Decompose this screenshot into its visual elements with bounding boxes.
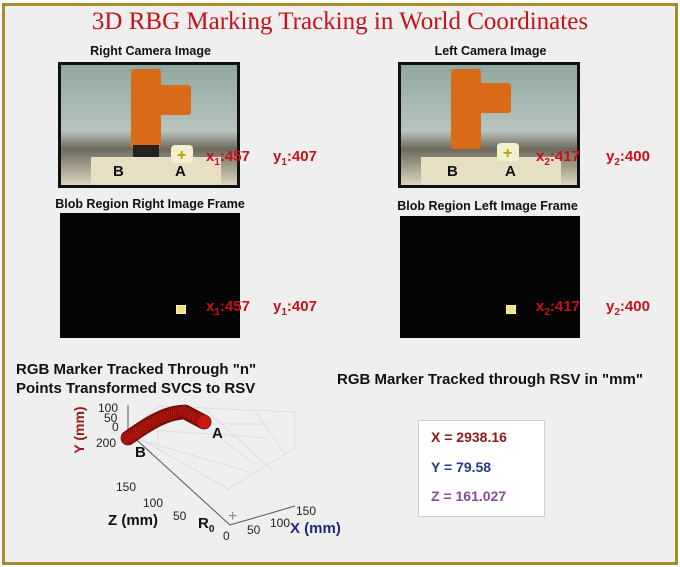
crosshair-icon: + [177, 147, 187, 164]
result-values-box: X = 2938.16 Y = 79.58 Z = 161.027 [418, 420, 545, 517]
x-value: X = 2938.16 [431, 429, 507, 445]
label-a: A [175, 163, 186, 180]
label-b: B [113, 163, 124, 180]
z-axis-label: Z (mm) [108, 512, 158, 529]
x-tick: 150 [296, 504, 316, 518]
crosshair-icon: + [503, 145, 513, 162]
left-camera-y-coord: y2:400 [606, 148, 650, 168]
result-heading: RGB Marker Tracked through RSV in "mm" [337, 371, 643, 388]
left-blob-y-coord: y2:400 [606, 298, 650, 318]
point-a-label: A [212, 425, 223, 442]
blob-marker [176, 305, 186, 314]
right-blob-caption: Blob Region Right Image Frame [55, 197, 245, 211]
label-b: B [447, 163, 458, 180]
trajectory-point [196, 414, 212, 430]
point-b-label: B [135, 444, 146, 461]
trajectory-3d-plot: Y (mm) 100 50 0 200 150 100 50 0 50 100 … [71, 401, 341, 543]
right-camera-x-coord: x1:457 [206, 148, 250, 168]
page-title: 3D RBG Marking Tracking in World Coordin… [91, 8, 589, 35]
plot-heading-line1: RGB Marker Tracked Through "n" [16, 361, 257, 378]
left-camera-image: + B A [398, 62, 580, 188]
y-value: Y = 79.58 [431, 459, 492, 475]
z-tick: 150 [116, 480, 136, 494]
y-tick: 50 [104, 411, 118, 425]
plot-heading-line2: Points Transformed SVCS to RSV [16, 380, 256, 397]
z-tick: 200 [96, 436, 116, 450]
x-tick: 0 [223, 529, 230, 543]
x-tick: 100 [270, 516, 290, 530]
origin-label: R0 [198, 515, 215, 535]
blob-marker [506, 305, 516, 314]
left-blob-image [400, 216, 580, 338]
left-blob-caption: Blob Region Left Image Frame [397, 199, 578, 213]
y-tick: 100 [98, 401, 118, 415]
right-camera-y-coord: y1:407 [273, 148, 317, 168]
right-blob-x-coord: x1:457 [206, 298, 250, 318]
right-camera-image: + B A [58, 62, 240, 188]
y-tick: 0 [112, 420, 119, 434]
right-blob-y-coord: y1:407 [273, 298, 317, 318]
right-camera-caption: Right Camera Image [90, 44, 211, 58]
left-blob-x-coord: x2:417 [536, 298, 580, 318]
z-tick: 100 [143, 496, 163, 510]
z-tick: 50 [173, 509, 187, 523]
y-axis-label: Y (mm) [71, 406, 87, 453]
left-camera-x-coord: x2:417 [536, 148, 580, 168]
x-axis-label: X (mm) [290, 520, 341, 537]
left-camera-caption: Left Camera Image [434, 44, 547, 58]
origin-marker-icon: + [228, 508, 237, 525]
z-value: Z = 161.027 [431, 488, 507, 504]
x-tick: 50 [247, 523, 261, 537]
label-a: A [505, 163, 516, 180]
right-blob-image [60, 213, 240, 338]
